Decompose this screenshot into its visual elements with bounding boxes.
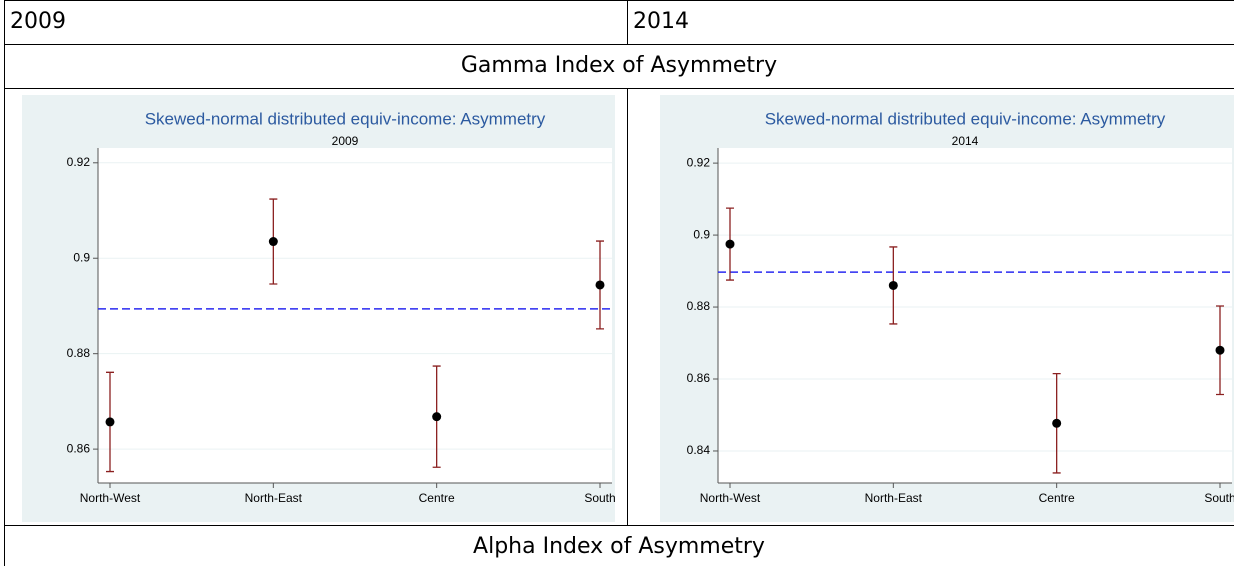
x-tick-label: Centre — [419, 491, 455, 505]
y-tick-label: 0.9 — [693, 227, 710, 241]
x-tick-label: North-East — [245, 491, 303, 505]
y-tick-label: 0.84 — [687, 443, 711, 457]
point — [268, 237, 278, 247]
chart: Skewed-normal distributed equiv-income: … — [687, 109, 1234, 505]
y-tick-label: 0.92 — [67, 155, 91, 169]
x-tick-label: North-West — [700, 491, 761, 505]
point — [1215, 345, 1225, 355]
point — [105, 417, 115, 427]
section-title: Alpha Index of Asymmetry — [473, 534, 765, 559]
y-tick-label: 0.88 — [67, 346, 91, 360]
point — [432, 412, 442, 422]
x-tick-label: Centre — [1039, 491, 1075, 505]
point — [888, 280, 898, 290]
chart-panel: Skewed-normal distributed equiv-income: … — [22, 95, 615, 522]
y-tick-label: 0.86 — [687, 371, 711, 385]
border — [4, 88, 1234, 89]
point — [1052, 418, 1062, 428]
border — [627, 0, 628, 44]
chart: Skewed-normal distributed equiv-income: … — [67, 109, 615, 505]
x-tick-label: North-East — [865, 491, 923, 505]
border — [627, 88, 628, 525]
header-cell: 2009 — [10, 9, 66, 34]
y-tick-label: 0.86 — [67, 441, 91, 455]
x-tick-label: South — [584, 491, 615, 505]
border — [4, 0, 5, 566]
chart-subtitle: 2014 — [952, 134, 979, 148]
border — [4, 0, 1234, 1]
chart-panel: Skewed-normal distributed equiv-income: … — [660, 95, 1234, 522]
header-cell: 2014 — [633, 9, 689, 34]
x-tick-label: North-West — [80, 491, 141, 505]
chart-title: Skewed-normal distributed equiv-income: … — [145, 109, 546, 128]
border — [4, 44, 1234, 45]
chart-subtitle: 2009 — [332, 134, 359, 148]
y-tick-label: 0.88 — [687, 299, 711, 313]
chart-title: Skewed-normal distributed equiv-income: … — [765, 109, 1166, 128]
y-tick-label: 0.92 — [687, 155, 711, 169]
plot-area — [718, 148, 1232, 483]
x-tick-label: South — [1204, 491, 1234, 505]
y-tick-label: 0.9 — [73, 250, 90, 264]
section-title: Gamma Index of Asymmetry — [460, 53, 778, 78]
point — [595, 280, 605, 290]
point — [725, 239, 735, 249]
plot-area — [98, 148, 612, 483]
border — [4, 525, 1234, 526]
